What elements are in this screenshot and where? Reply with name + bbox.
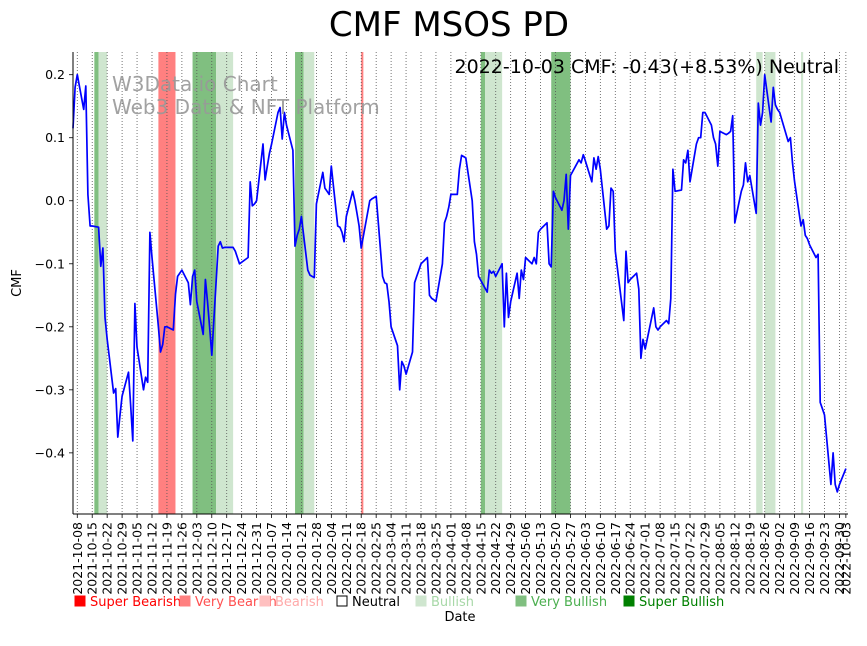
x-tick-label-4: 2021-11-05 <box>130 522 145 595</box>
band-bullish-1 <box>98 52 108 514</box>
x-tick-label-17: 2022-02-04 <box>324 522 339 595</box>
band-very_bullish-10 <box>551 52 571 514</box>
x-tick-label-7: 2021-11-26 <box>174 522 189 595</box>
x-tick-label-18: 2022-02-11 <box>339 522 354 595</box>
x-tick-label-8: 2021-12-03 <box>189 522 204 595</box>
y-tick-label-4: −0.2 <box>35 319 65 334</box>
x-tick-label-33: 2022-05-27 <box>563 522 578 595</box>
x-tick-label-52: 2022-10-03 <box>838 522 853 595</box>
x-tick-label-1: 2021-10-15 <box>85 522 100 595</box>
x-tick-label-16: 2022-01-28 <box>309 522 324 595</box>
x-tick-label-26: 2022-04-08 <box>458 522 473 595</box>
x-tick-label-2: 2021-10-22 <box>100 522 115 595</box>
x-tick-label-21: 2022-03-04 <box>384 522 399 595</box>
x-tick-label-36: 2022-06-17 <box>608 522 623 595</box>
x-tick-label-41: 2022-07-22 <box>683 522 698 595</box>
series-line-cmf <box>72 73 847 493</box>
x-tick-label-30: 2022-05-06 <box>518 522 533 595</box>
watermark-line-1: W3Data.io Chart <box>112 72 278 96</box>
band-very_bullish-0 <box>94 52 99 514</box>
band-bullish-4 <box>216 52 234 514</box>
x-tick-label-45: 2022-08-19 <box>742 522 757 595</box>
x-tick-label-37: 2022-06-24 <box>623 522 638 595</box>
legend-swatch-super_bullish <box>623 595 635 607</box>
x-tick-label-49: 2022-09-16 <box>802 522 817 595</box>
x-tick-label-19: 2022-02-18 <box>354 522 369 595</box>
legend-label-very_bullish: Very Bullish <box>531 595 607 610</box>
x-tick-label-38: 2022-07-01 <box>638 522 653 595</box>
latest-value-info: 2022-10-03 CMF: -0.43(+8.53%) Neutral <box>455 56 839 78</box>
x-tick-label-42: 2022-07-29 <box>697 522 712 595</box>
x-tick-label-5: 2021-11-12 <box>144 522 159 595</box>
legend-label-neutral: Neutral <box>352 595 400 610</box>
x-tick-label-22: 2022-03-11 <box>399 522 414 595</box>
x-tick-label-48: 2022-09-09 <box>787 522 802 595</box>
x-tick-label-34: 2022-06-03 <box>578 522 593 595</box>
x-tick-label-27: 2022-04-15 <box>473 522 488 595</box>
x-tick-label-50: 2022-09-23 <box>817 522 832 595</box>
x-tick-label-9: 2021-12-10 <box>204 522 219 595</box>
x-tick-label-46: 2022-08-26 <box>757 522 772 595</box>
x-tick-label-13: 2022-01-07 <box>264 522 279 595</box>
legend-swatch-bearish <box>259 595 271 607</box>
y-tick-label-5: −0.3 <box>35 382 65 397</box>
y-tick-label-3: −0.1 <box>35 256 65 271</box>
x-tick-label-20: 2022-02-25 <box>369 522 384 595</box>
x-tick-label-15: 2022-01-21 <box>294 522 309 595</box>
legend-label-super_bullish: Super Bullish <box>639 595 724 610</box>
x-tick-label-40: 2022-07-15 <box>668 522 683 595</box>
band-very_bullish-5 <box>295 52 304 514</box>
band-bullish-9 <box>485 52 503 514</box>
watermark-line-2: Web3 Data & NFT Platform <box>112 95 380 119</box>
x-tick-label-44: 2022-08-12 <box>727 522 742 595</box>
x-tick-label-0: 2021-10-08 <box>70 522 85 595</box>
legend-swatch-super_bearish <box>74 595 86 607</box>
x-tick-label-6: 2021-11-19 <box>159 522 174 595</box>
x-axis-label: Date <box>444 610 475 625</box>
x-tick-label-28: 2022-04-22 <box>488 522 503 595</box>
chart-title: CMF MSOS PD <box>329 5 569 45</box>
y-axis-label: CMF <box>10 269 25 297</box>
band-bullish-13 <box>801 52 804 514</box>
band-very_bullish-3 <box>192 52 217 514</box>
x-tick-label-47: 2022-09-02 <box>772 522 787 595</box>
legend-swatch-bullish <box>415 595 427 607</box>
band-very_bearish-7 <box>361 52 364 514</box>
legend-swatch-very_bearish <box>179 595 191 607</box>
x-tick-label-24: 2022-03-25 <box>428 522 443 595</box>
axes: 2021-10-08 2021-10-15 2021-10-22 2021-10-29… <box>35 52 853 595</box>
x-tick-label-39: 2022-07-08 <box>653 522 668 595</box>
x-tick-label-12: 2021-12-31 <box>249 522 264 595</box>
legend-label-super_bearish: Super Bearish <box>90 595 181 610</box>
x-tick-label-14: 2022-01-14 <box>279 522 294 595</box>
x-tick-label-10: 2021-12-17 <box>219 522 234 595</box>
x-tick-label-3: 2021-10-29 <box>115 522 130 595</box>
legend-label-bullish: Bullish <box>431 595 474 610</box>
vertical-gridlines <box>76 52 847 514</box>
legend-swatch-very_bullish <box>515 595 527 607</box>
x-tick-label-32: 2022-05-20 <box>548 522 563 595</box>
x-tick-label-29: 2022-04-29 <box>503 522 518 595</box>
y-tick-label-1: 0.1 <box>45 130 65 145</box>
x-tick-label-23: 2022-03-18 <box>414 522 429 595</box>
band-bullish-6 <box>303 52 315 514</box>
legend-label-bearish: Bearish <box>275 595 324 610</box>
band-bullish-12 <box>764 52 776 514</box>
x-tick-label-43: 2022-08-05 <box>712 522 727 595</box>
x-tick-label-51: 2022-09-30 <box>832 522 847 595</box>
x-tick-label-25: 2022-04-01 <box>443 522 458 595</box>
legend-label-very_bearish: Very Bearish <box>195 595 277 610</box>
y-tick-label-6: −0.4 <box>35 445 65 460</box>
band-bullish-11 <box>756 52 763 514</box>
x-tick-label-35: 2022-06-10 <box>593 522 608 595</box>
y-tick-label-0: 0.2 <box>45 67 65 82</box>
x-tick-label-31: 2022-05-13 <box>533 522 548 595</box>
signal-bands <box>94 52 804 514</box>
cmf-line-layer <box>72 73 847 493</box>
legend-swatch-neutral <box>336 595 348 607</box>
x-tick-label-11: 2021-12-24 <box>234 522 249 595</box>
y-tick-label-2: 0.0 <box>45 193 65 208</box>
